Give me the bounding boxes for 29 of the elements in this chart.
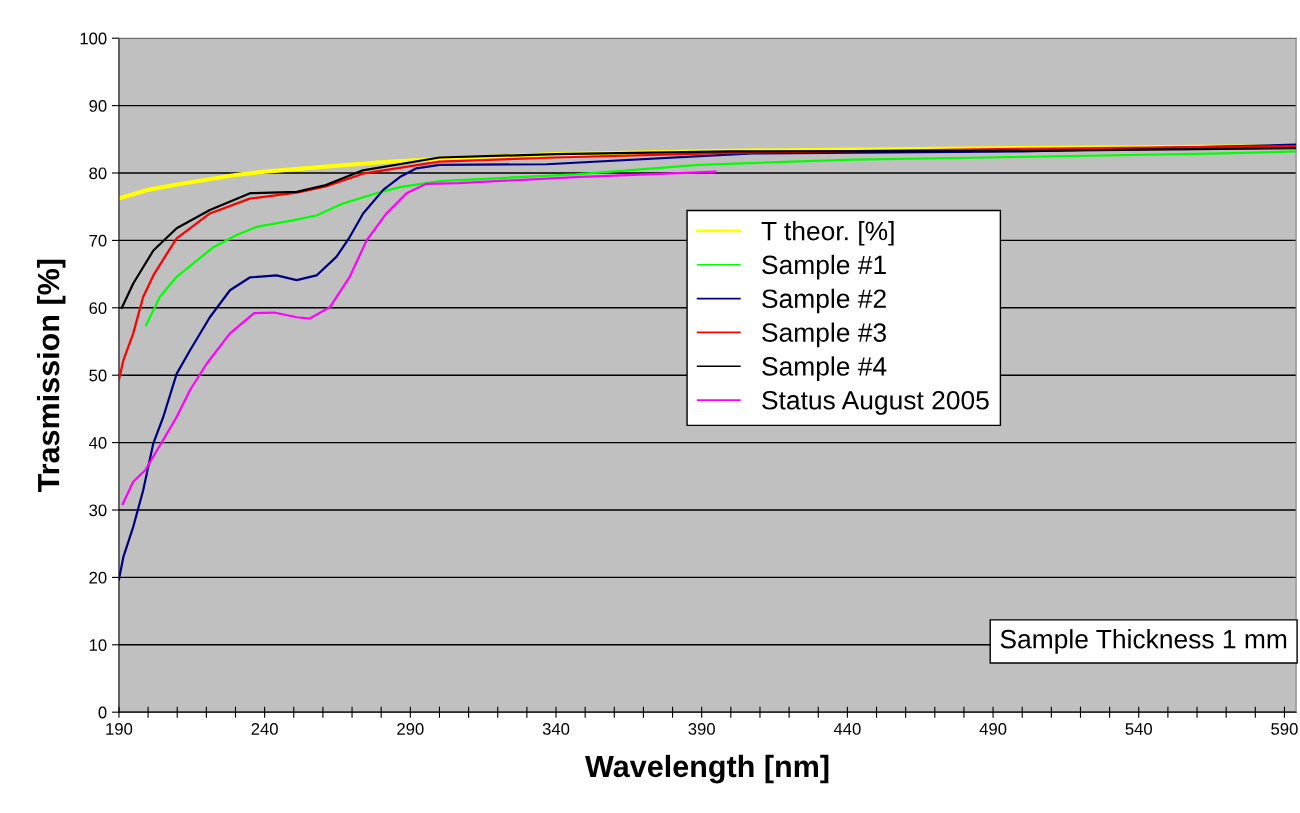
y-tick-label: 100 <box>80 32 107 45</box>
legend-label: Sample #1 <box>762 254 886 280</box>
x-tick-label: 190 <box>106 723 133 735</box>
y-tick-label: 90 <box>89 100 107 112</box>
y-axis-title: Trasmission [%] <box>36 259 66 493</box>
y-tick-label: 0 <box>98 706 107 719</box>
x-axis-title: Wavelength [nm] <box>585 754 829 784</box>
y-tick-label: 20 <box>89 571 107 584</box>
x-tick-label: 540 <box>1125 723 1153 735</box>
x-tick-label: 290 <box>397 723 424 735</box>
legend-label: Sample #4 <box>762 356 887 381</box>
y-tick-label: 80 <box>89 167 107 180</box>
x-tick-label: 340 <box>542 723 570 735</box>
x-tick-label: 490 <box>979 723 1007 735</box>
legend-label: Sample #2 <box>762 288 886 314</box>
x-tick-label: 440 <box>833 723 861 735</box>
y-tick-label: 40 <box>88 437 107 449</box>
legend-label: T theor. [%] <box>761 221 894 246</box>
y-tick-label: 70 <box>89 234 107 247</box>
x-tick-label: 590 <box>1271 723 1298 735</box>
x-tick-label: 240 <box>251 723 278 735</box>
y-tick-label: 10 <box>89 639 107 651</box>
x-tick-label: 390 <box>688 723 715 735</box>
y-tick-label: 60 <box>89 302 107 314</box>
legend-label: Status August 2005 <box>762 390 989 415</box>
y-tick-label: 50 <box>89 369 107 382</box>
legend-label: Sample #3 <box>762 322 886 348</box>
y-tick-label: 30 <box>89 504 107 517</box>
annotation: Sample Thickness 1 mm <box>1000 629 1287 654</box>
